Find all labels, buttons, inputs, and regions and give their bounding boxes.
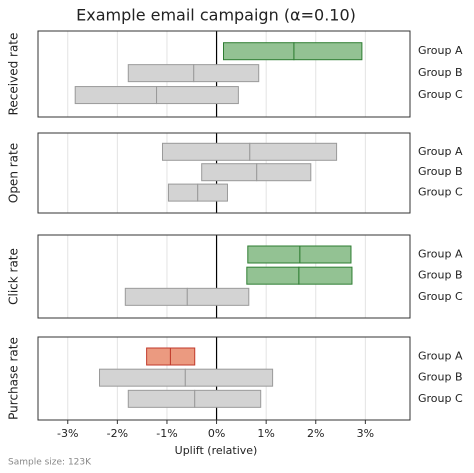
x-tick-label: 3% [357, 427, 374, 440]
interval-upper [194, 389, 262, 408]
note: Sample size: 123K [8, 458, 92, 468]
y-axis-label: Purchase rate [7, 337, 21, 420]
x-axis-label: Uplift (relative) [175, 444, 258, 457]
group-label: Group A [418, 44, 463, 57]
interval-upper [298, 266, 353, 285]
panel-frame [37, 336, 411, 421]
group-label: Group C [418, 392, 463, 405]
panel-frame [37, 30, 411, 118]
panel-frame [37, 132, 411, 214]
interval-lower [167, 183, 199, 202]
interval-lower [146, 347, 171, 366]
interval-upper [193, 64, 260, 83]
interval-upper [156, 86, 239, 105]
x-tick-label: -3% [57, 427, 78, 440]
interval-upper [197, 183, 228, 202]
interval-upper [299, 245, 352, 264]
group-label: Group C [418, 88, 463, 101]
group-label: Group A [418, 350, 463, 363]
interval-upper [256, 163, 312, 182]
x-tick-label: 1% [257, 427, 274, 440]
y-axis-label: Click rate [7, 248, 21, 305]
interval-lower [223, 42, 295, 61]
group-label: Group B [418, 371, 463, 384]
interval-lower [127, 389, 196, 408]
interval-lower [161, 142, 251, 161]
interval-lower [99, 368, 186, 387]
interval-lower [74, 86, 158, 105]
group-label: Group B [418, 66, 463, 79]
x-tick-label: -1% [156, 427, 177, 440]
group-label: Group B [418, 269, 463, 282]
group-label: Group C [418, 186, 463, 199]
interval-lower [201, 163, 258, 182]
interval-lower [246, 266, 300, 285]
interval-upper [169, 347, 196, 366]
interval-upper [293, 42, 363, 61]
interval-lower [124, 287, 188, 306]
interval-upper [186, 287, 250, 306]
chart-title: Example email campaign (α=0.10) [76, 6, 356, 25]
interval-upper [249, 142, 338, 161]
x-tick-label: 2% [307, 427, 324, 440]
x-tick-label: 0% [208, 427, 225, 440]
group-label: Group A [418, 248, 463, 261]
x-tick-label: -2% [107, 427, 128, 440]
group-label: Group A [418, 145, 463, 158]
interval-lower [127, 64, 195, 83]
y-axis-label: Open rate [7, 143, 21, 203]
panel-frame [37, 234, 411, 319]
y-axis-label: Received rate [7, 33, 21, 116]
group-label: Group C [418, 290, 463, 303]
interval-lower [247, 245, 301, 264]
interval-upper [184, 368, 274, 387]
group-label: Group B [418, 165, 463, 178]
